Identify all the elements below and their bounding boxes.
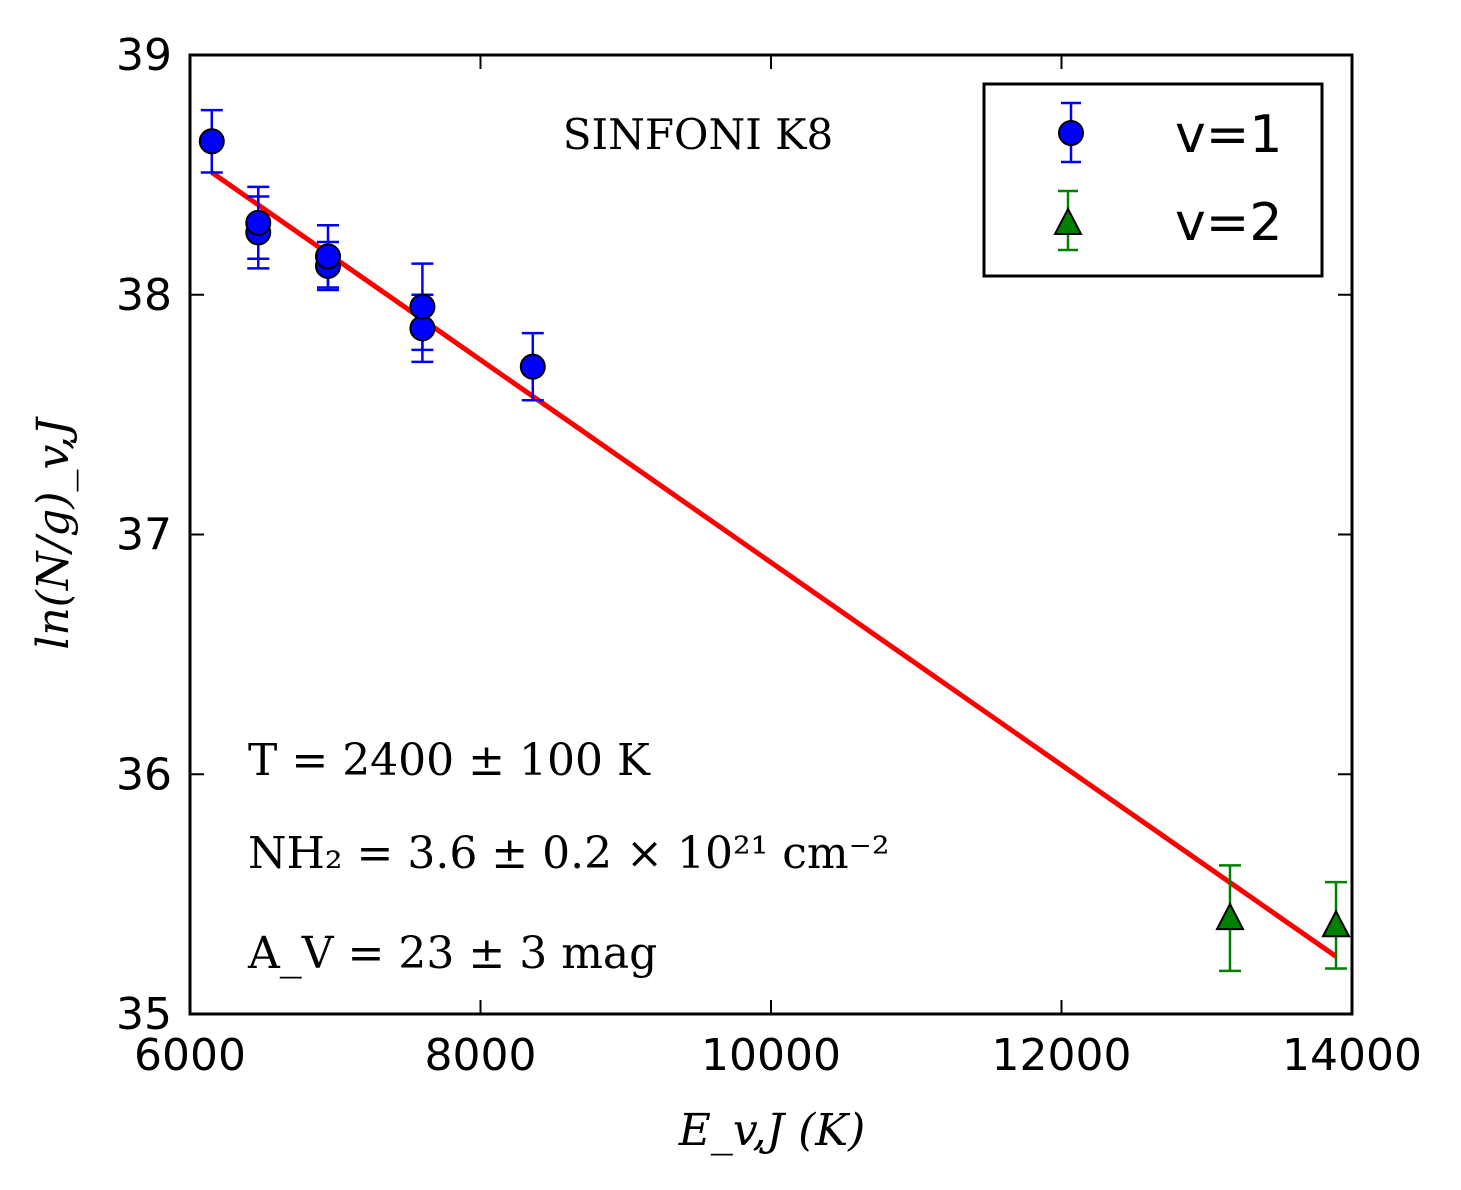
legend-v2-label: v=2 xyxy=(1175,193,1282,253)
x-tick-label: 10000 xyxy=(701,1030,841,1081)
data-point-v1 xyxy=(314,243,341,270)
y-axis-label: ln(N/g)_v,J xyxy=(28,416,79,650)
y-tick-label: 35 xyxy=(116,989,172,1040)
legend-v2-marker xyxy=(1053,206,1083,235)
x-tick-label: 14000 xyxy=(1282,1030,1422,1081)
data-point-v2 xyxy=(1321,909,1351,938)
legend: v=1 v=2 xyxy=(982,82,1324,278)
legend-frame xyxy=(982,82,1324,278)
data-point-v1 xyxy=(519,353,546,380)
legend-entry-v2: v=2 xyxy=(1053,189,1282,253)
legend-v1-label: v=1 xyxy=(1175,105,1282,165)
annotation-temperature: T = 2400 ± 100 K xyxy=(248,735,651,786)
legend-v1-marker xyxy=(1058,120,1084,146)
fit-layer xyxy=(210,170,1338,959)
data-point-v1 xyxy=(409,293,436,320)
y-tick-label: 38 xyxy=(116,270,172,321)
data-point-v1 xyxy=(245,209,272,236)
tick-layer: 6000 8000 10000 12000 14000 35 36 37 38 39 xyxy=(116,30,1422,1081)
marker-layer xyxy=(198,128,1351,938)
chart-title: SINFONI K8 xyxy=(563,110,833,159)
x-tick-label: 12000 xyxy=(992,1030,1132,1081)
y-tick-label: 39 xyxy=(116,30,172,81)
x-tick-label: 8000 xyxy=(425,1030,537,1081)
y-tick-label: 37 xyxy=(116,510,172,561)
y-tick-label: 36 xyxy=(116,749,172,800)
fit-line xyxy=(210,170,1338,959)
data-point-v2 xyxy=(1215,901,1245,931)
annotation-column-density: NH₂ = 3.6 ± 0.2 × 10²¹ cm⁻² xyxy=(248,828,889,879)
x-tick-label: 6000 xyxy=(134,1030,246,1081)
legend-entry-v1: v=1 xyxy=(1058,101,1282,165)
data-point-v1 xyxy=(198,128,225,155)
data-point-v1 xyxy=(409,315,436,342)
annotation-extinction: A_V = 23 ± 3 mag xyxy=(247,928,657,979)
x-axis-label: E_v,J (K) xyxy=(678,1105,866,1156)
plot-area-frame xyxy=(188,53,1354,1016)
